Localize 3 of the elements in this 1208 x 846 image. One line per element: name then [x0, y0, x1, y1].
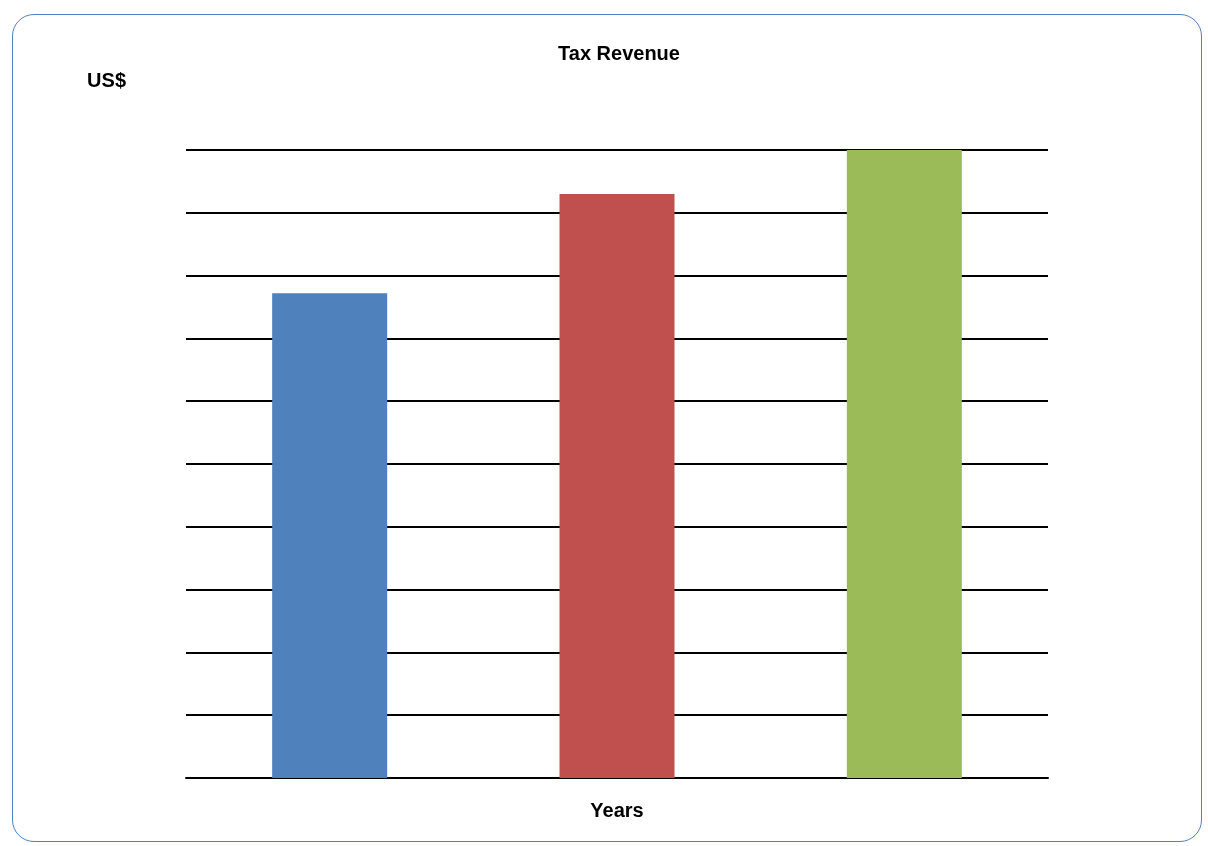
y-axis-title: US$	[87, 69, 126, 91]
x-axis-title: Years	[590, 799, 644, 821]
chart-title: Tax Revenue	[558, 42, 680, 64]
